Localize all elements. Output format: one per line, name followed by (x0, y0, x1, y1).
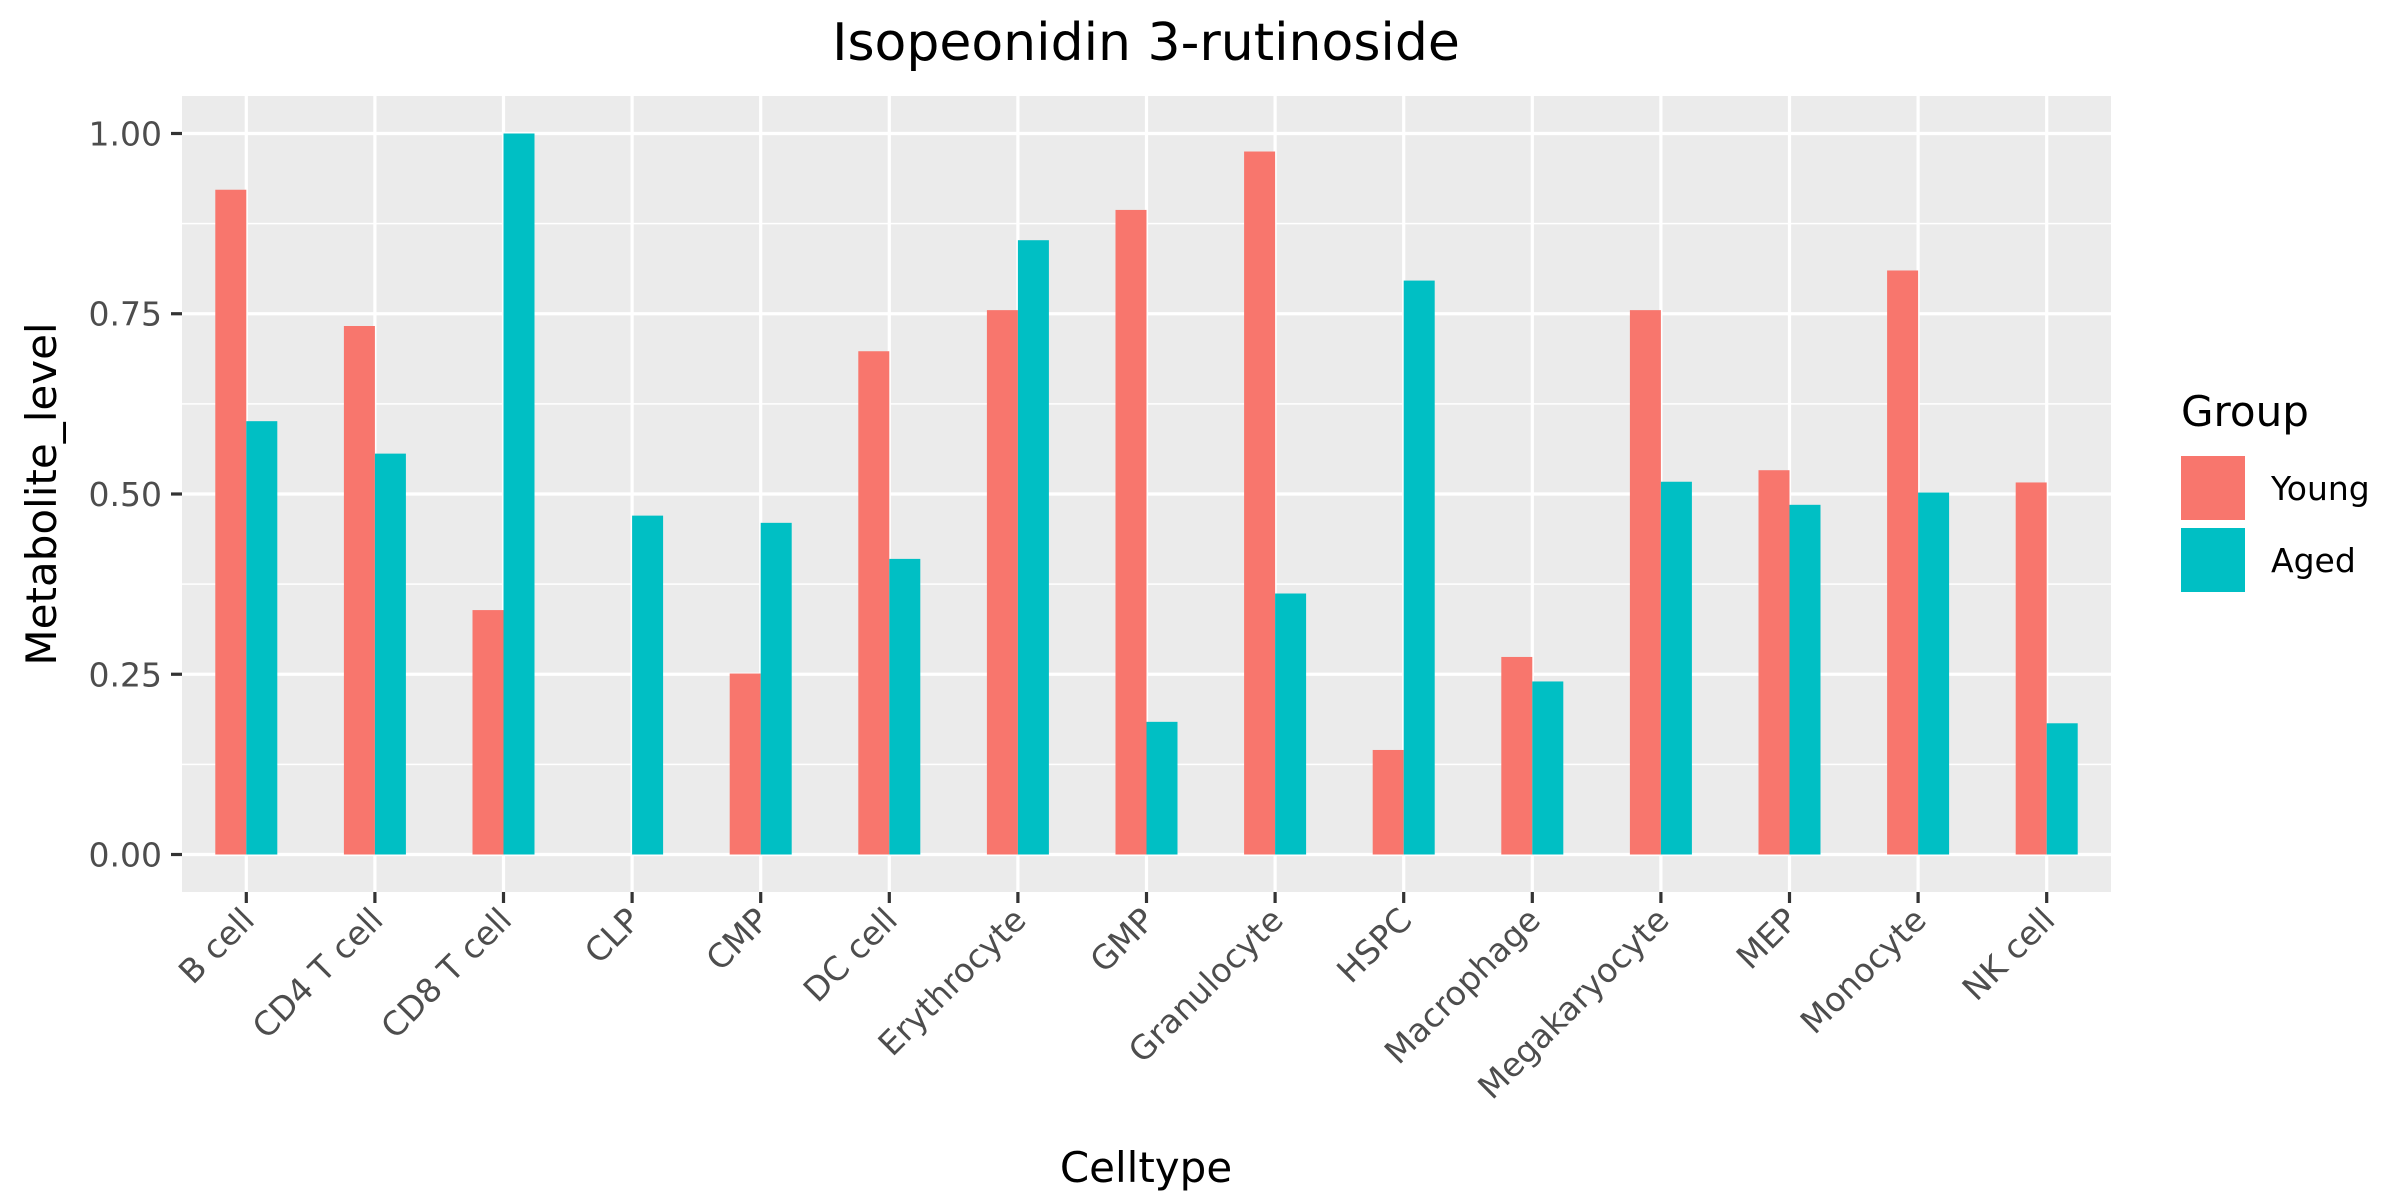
bar-aged-megakaryocyte (1660, 481, 1692, 855)
bar-aged-erythrocyte (1017, 240, 1049, 855)
bar-aged-gmp (1146, 721, 1178, 855)
y-tick-label: 0.25 (89, 655, 162, 694)
bar-young-mep (1758, 470, 1790, 855)
bar-young-nk-cell (2015, 482, 2047, 855)
bar-young-cmp (729, 673, 761, 855)
legend-label-aged: Aged (2271, 541, 2356, 580)
legend: Group Young Aged (2181, 387, 2370, 592)
bar-aged-monocyte (1918, 492, 1950, 855)
bar-aged-cmp (760, 522, 792, 855)
bar-young-cd8-t-cell (472, 610, 504, 855)
x-axis-title: Celltype (1060, 1143, 1232, 1192)
y-tick-label: 0.00 (89, 836, 162, 875)
bar-young-dc-cell (858, 351, 890, 855)
y-axis-title: Metabolite_level (17, 322, 66, 665)
bar-young-b-cell (215, 189, 247, 855)
bar-aged-macrophage (1532, 681, 1564, 855)
legend-label-young: Young (2270, 469, 2370, 508)
legend-key-aged (2181, 528, 2245, 592)
bar-young-megakaryocyte (1629, 310, 1661, 855)
chart-title: Isopeonidin 3-rutinoside (832, 13, 1460, 73)
bar-aged-b-cell (246, 421, 278, 855)
bar-aged-clp (632, 515, 664, 855)
legend-title: Group (2181, 387, 2309, 436)
bar-young-granulocyte (1244, 151, 1276, 855)
bar-young-gmp (1115, 209, 1147, 855)
y-tick-label: 1.00 (89, 114, 162, 153)
bar-aged-cd8-t-cell (503, 133, 535, 855)
y-tick-label: 0.50 (89, 475, 162, 514)
bar-aged-hspc (1403, 280, 1435, 855)
bar-aged-granulocyte (1275, 593, 1307, 855)
legend-key-young (2181, 456, 2245, 520)
bar-aged-cd4-t-cell (374, 453, 406, 855)
y-tick-label: 0.75 (89, 295, 162, 334)
bar-aged-mep (1789, 504, 1821, 855)
bar-young-erythrocyte (986, 310, 1018, 855)
bars (215, 133, 2078, 855)
bar-aged-dc-cell (889, 558, 921, 855)
bar-young-hspc (1372, 749, 1404, 855)
bar-young-cd4-t-cell (343, 326, 375, 855)
bar-young-macrophage (1501, 656, 1533, 855)
bar-young-monocyte (1887, 270, 1919, 855)
bar-aged-nk-cell (2046, 723, 2078, 855)
